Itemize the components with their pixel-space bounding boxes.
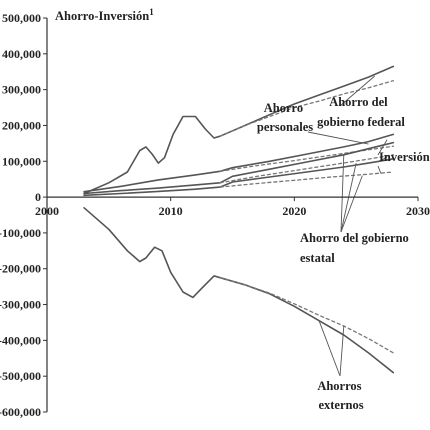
series-line-0 (83, 65, 395, 195)
y-tick-label: -200,000 (0, 262, 41, 276)
label-ahorro-gobierno-federal-line2: gobierno federal (317, 115, 405, 129)
label-ahorro-personales-line2: personales (257, 120, 313, 134)
leader-line-1 (339, 75, 376, 107)
x-tick-label: 2030 (406, 204, 430, 218)
series-line-5 (219, 154, 394, 184)
leader-line-2 (377, 139, 388, 156)
x-tick-label: 2010 (159, 204, 183, 218)
x-tick-label: 2000 (35, 204, 59, 218)
leader-line-0 (307, 131, 369, 145)
leader-line-4 (377, 165, 382, 174)
leader-line-5 (340, 154, 345, 233)
label-ahorros-externos-line1: Ahorros (317, 379, 361, 393)
y-tick-label: -500,000 (0, 369, 41, 383)
series-line-8 (83, 207, 395, 374)
y-tick-label: 300,000 (2, 83, 41, 97)
series-line-9 (219, 277, 394, 354)
leader-line-8 (318, 320, 341, 377)
y-tick-label: -400,000 (0, 333, 41, 347)
y-tick-label: -600,000 (0, 405, 41, 419)
y-tick-label: 500,000 (2, 11, 41, 25)
label-ahorro-gobierno-estatal-line1: Ahorro del gobierno (300, 231, 409, 245)
leader-line-9 (339, 326, 345, 377)
series-line-4 (83, 141, 395, 195)
axes: 500,000 400,000 300,000 200,000 100,000 0 -100… (0, 11, 430, 419)
label-ahorro-gobierno-estatal: Ahorro del gobierno estatal (300, 231, 412, 265)
y-tick-label: 200,000 (2, 118, 41, 132)
leader-line-7 (340, 175, 363, 233)
label-ahorro-gobierno-federal-line1: Ahorro del (329, 95, 388, 109)
y-tick-label: -100,000 (0, 226, 41, 240)
x-tick-label: 2020 (282, 204, 306, 218)
series-line-3 (219, 145, 394, 172)
y-tick-label: 0 (35, 190, 41, 204)
label-ahorro-personales-line1: Ahorro (264, 101, 303, 115)
label-inversion: Inversión (379, 150, 430, 164)
series-line-6 (83, 158, 395, 197)
y-tick-label: 100,000 (2, 154, 41, 168)
series-line-1 (219, 80, 394, 137)
plot-lines (83, 65, 395, 374)
label-ahorros-externos-line2: externos (318, 398, 363, 412)
label-ahorro-personales: Ahorro personales (257, 101, 313, 134)
label-inversion-line1: Inversión (379, 150, 430, 164)
y-tick-label: -300,000 (0, 298, 41, 312)
series-line-2 (83, 133, 395, 193)
chart-title: Ahorro-Inversión1 (55, 7, 154, 23)
label-ahorros-externos: Ahorros externos (317, 379, 364, 412)
leader-line-3 (377, 156, 388, 163)
y-tick-label: 400,000 (2, 47, 41, 61)
series-line-7 (219, 171, 394, 188)
label-ahorro-gobierno-federal: Ahorro del gobierno federal (317, 95, 405, 129)
label-ahorro-gobierno-estatal-line2: estatal (300, 251, 335, 265)
